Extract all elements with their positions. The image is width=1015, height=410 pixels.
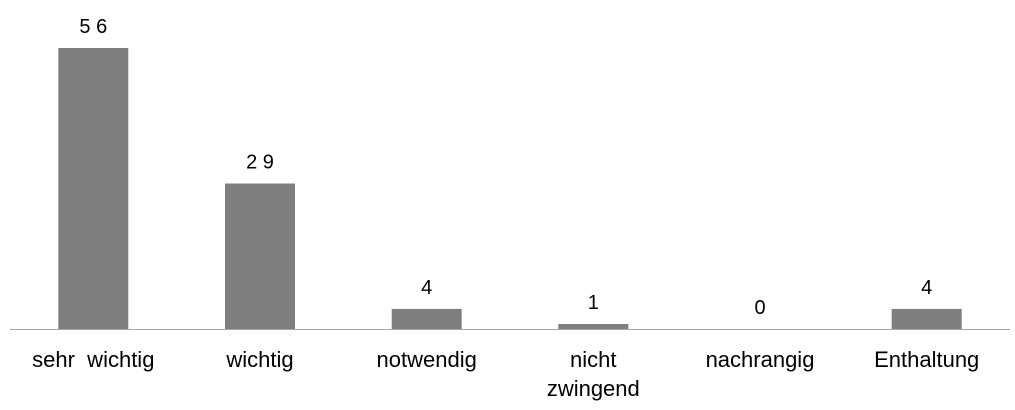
data-label-2: 2 9 bbox=[246, 152, 274, 174]
data-label-1: 5 6 bbox=[79, 16, 107, 38]
data-labels-group: 5 6 2 9 4 1 0 4 bbox=[79, 16, 932, 319]
category-label-line: wichtig bbox=[225, 347, 293, 372]
category-label-2: wichtig bbox=[225, 347, 293, 372]
category-labels-group: sehr wichtig wichtig notwendig nicht zwingen… bbox=[32, 347, 979, 401]
category-label-line: Enthaltung bbox=[874, 347, 979, 372]
data-label-4: 1 bbox=[588, 292, 599, 314]
category-label-1: sehr wichtig bbox=[32, 347, 154, 372]
bar-6 bbox=[891, 308, 962, 329]
data-label-5: 0 bbox=[754, 297, 765, 319]
category-label-line: notwendig bbox=[377, 347, 477, 372]
category-label-4: nicht zwingend bbox=[547, 347, 640, 401]
category-label-line: zwingend bbox=[547, 376, 640, 401]
category-label-6: Enthaltung bbox=[874, 347, 979, 372]
category-label-line: nicht bbox=[570, 347, 616, 372]
category-label-3: notwendig bbox=[377, 347, 477, 372]
bars-group bbox=[58, 48, 962, 329]
data-label-3: 4 bbox=[421, 277, 432, 299]
bar-2 bbox=[225, 183, 295, 329]
data-label-6: 4 bbox=[921, 277, 932, 299]
category-label-5: nachrangig bbox=[706, 347, 815, 372]
bar-4 bbox=[558, 324, 629, 329]
category-label-line: sehr wichtig bbox=[32, 347, 154, 372]
bar-3 bbox=[391, 308, 462, 329]
bar-1 bbox=[58, 48, 129, 329]
category-label-line: nachrangig bbox=[706, 347, 815, 372]
